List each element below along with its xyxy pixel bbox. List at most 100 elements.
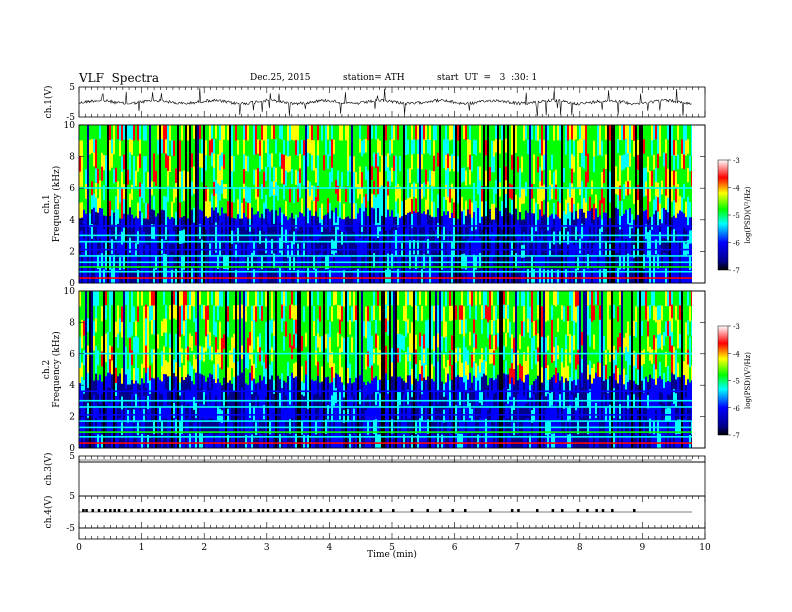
spectrogram-cell xyxy=(159,335,161,351)
spectrogram-cell xyxy=(477,125,479,140)
spectrogram-cell xyxy=(287,404,289,420)
spectrogram-cell xyxy=(373,152,375,168)
spectrogram-cell xyxy=(207,171,209,188)
spectrogram-cell xyxy=(219,382,221,397)
spectrogram-cell xyxy=(81,256,83,271)
spectrogram-cell xyxy=(187,418,189,434)
spectrogram-cell xyxy=(347,422,349,436)
spectrogram-cell xyxy=(155,186,157,202)
spectrogram-cell xyxy=(363,366,365,383)
spectrogram-cell xyxy=(249,291,251,306)
spectrogram-cell xyxy=(245,291,247,307)
spectrogram-cell xyxy=(303,269,305,284)
spectrogram-cell xyxy=(657,168,659,184)
spectrogram-cell xyxy=(375,182,377,198)
spectrogram-cell xyxy=(631,139,633,156)
spectrogram-cell xyxy=(425,434,427,449)
spectrogram-cell xyxy=(241,432,243,449)
spectrogram-cell xyxy=(147,409,149,423)
spectrogram-cell xyxy=(259,347,261,362)
spectrogram-cell xyxy=(311,350,313,366)
spectrogram-cell xyxy=(335,222,337,239)
spectrogram-cell xyxy=(145,318,147,333)
spectrogram-cell xyxy=(283,199,285,215)
spectrogram-cell xyxy=(201,125,203,140)
spectrogram-cell xyxy=(553,257,555,271)
spectrogram-cell xyxy=(579,195,581,210)
spectrogram-cell xyxy=(425,379,427,394)
spectrogram-cell xyxy=(627,153,629,168)
spectrogram-cell xyxy=(407,347,409,362)
spectrogram-cell xyxy=(199,238,201,255)
spectrogram-cell xyxy=(653,154,655,171)
spectrogram-cell xyxy=(259,140,261,157)
spectrogram-cell xyxy=(343,244,345,258)
spectrogram-cell xyxy=(189,347,191,363)
spectrogram-cell xyxy=(537,125,539,142)
spectrogram-cell xyxy=(191,195,193,211)
spectrogram-cell xyxy=(415,320,417,336)
spectrogram-cell xyxy=(539,209,541,225)
spectrogram-cell xyxy=(263,305,265,321)
spectrogram-cell xyxy=(119,304,121,320)
spectrogram-cell xyxy=(471,230,473,245)
spectrogram-cell xyxy=(277,433,279,449)
spectrogram-cell xyxy=(461,139,463,155)
spectrogram-cell xyxy=(267,208,269,225)
spectrogram-cell xyxy=(231,396,233,410)
spectrogram-cell xyxy=(377,138,379,154)
spectrogram-cell xyxy=(393,186,395,203)
spectrogram-cell xyxy=(167,201,169,218)
spectrogram-cell xyxy=(279,291,281,307)
spectrogram-cell xyxy=(187,389,189,405)
spectrogram-cell xyxy=(365,410,367,424)
spectrogram-cell xyxy=(147,435,149,449)
spectrogram-cell xyxy=(603,125,605,141)
spectrogram-cell xyxy=(183,320,185,337)
spectrogram-cell xyxy=(369,409,371,423)
spectrogram-cell xyxy=(623,213,625,229)
spectrogram-cell xyxy=(431,305,433,321)
spectrogram-cell xyxy=(215,306,217,323)
spectrogram-cell xyxy=(583,154,585,170)
spectrogram-cell xyxy=(81,202,83,219)
spectrogram-cell xyxy=(217,212,219,228)
spectrogram-cell xyxy=(293,270,295,284)
spectrogram-cell xyxy=(567,231,569,245)
spectrogram-cell xyxy=(475,170,477,187)
spectrogram-cell xyxy=(287,347,289,363)
spectrogram-cell xyxy=(437,361,439,377)
spectrogram-cell xyxy=(271,224,273,240)
spectrogram-cell xyxy=(547,171,549,188)
spectrogram-cell xyxy=(185,348,187,364)
spectrogram-cell xyxy=(423,168,425,184)
spectrogram-cell xyxy=(285,185,287,202)
spectrogram-cell xyxy=(105,269,107,284)
spectrogram-cell xyxy=(309,268,311,284)
spectrogram-cell xyxy=(133,435,135,449)
spectrogram-cell xyxy=(257,351,259,368)
spectrogram-cell xyxy=(601,156,603,173)
spectrogram-cell xyxy=(575,168,577,183)
spectrogram-cell xyxy=(313,216,315,230)
spectrogram-cell xyxy=(417,240,419,256)
spectrogram-cell xyxy=(633,270,635,284)
spectrogram-cell xyxy=(379,202,381,219)
spectrogram-cell xyxy=(269,364,271,380)
spectrogram-cell xyxy=(239,140,241,157)
spectrogram-cell xyxy=(357,213,359,228)
spectrogram-cell xyxy=(343,156,345,173)
spectrogram-cell xyxy=(249,387,251,404)
spectrogram-cell xyxy=(431,364,433,380)
spectrogram-cell xyxy=(273,167,275,182)
spectrogram-cell xyxy=(329,203,331,220)
spectrogram-cell xyxy=(191,335,193,352)
spectrogram-cell xyxy=(397,241,399,256)
spectrogram-cell xyxy=(303,383,305,397)
spectrogram-cell xyxy=(467,153,469,168)
spectrogram-cell xyxy=(139,153,141,169)
spectrogram-cell xyxy=(201,374,203,390)
spectrogram-cell xyxy=(221,422,223,436)
spectrogram-band xyxy=(79,187,692,189)
spectrogram-cell xyxy=(587,225,589,241)
